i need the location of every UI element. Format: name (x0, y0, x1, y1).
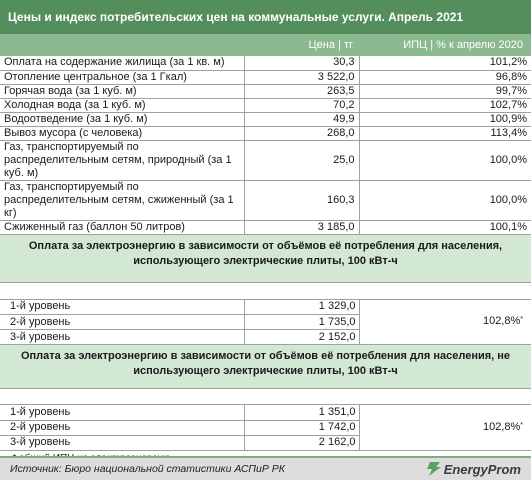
row-name: Газ, транспортируемый по распределительн… (0, 140, 245, 181)
level-index: 102,8%* (359, 405, 531, 451)
level-name: 2-й уровень (0, 314, 245, 330)
table-row: Газ, транспортируемый по распределительн… (0, 140, 531, 181)
row-name: Горячая вода (за 1 куб. м) (0, 84, 245, 99)
row-name: Отопление центральное (за 1 Гкал) (0, 70, 245, 85)
table-row: Оплата на содержание жилища (за 1 кв. м)… (0, 56, 531, 71)
page-title: Цены и индекс потребительских цен на ком… (0, 0, 531, 34)
row-name: Сжиженный газ (баллон 50 литров) (0, 220, 245, 235)
table-row: 2-й уровень 1 735,0 (0, 314, 531, 330)
logo-text: EnergyProm (443, 461, 521, 477)
level-price: 2 152,0 (244, 329, 360, 345)
row-price: 263,5 (244, 84, 360, 99)
row-index: 113,4% (359, 126, 531, 141)
row-index: 100,0% (359, 180, 531, 221)
row-price: 3 185,0 (244, 220, 360, 235)
source-bar: Источник: Бюро национальной статистики А… (0, 456, 531, 480)
table-row: Холодная вода (за 1 куб. м) 70,2 102,7% (0, 98, 531, 113)
level-name: 2-й уровень (0, 420, 245, 436)
level-price: 1 742,0 (244, 420, 360, 436)
no-electric-stove-levels-table: 1-й уровень 1 351,0 102,8%* 2-й уровень … (0, 405, 531, 451)
row-price: 70,2 (244, 98, 360, 113)
header-name-cell (0, 34, 244, 56)
table-row: Сжиженный газ (баллон 50 литров) 3 185,0… (0, 220, 531, 235)
level-index-value: 102,8% (482, 315, 521, 328)
row-index: 96,8% (359, 70, 531, 85)
level-price: 2 162,0 (244, 435, 360, 451)
row-index: 100,0% (359, 140, 531, 181)
level-index-value: 102,8% (482, 420, 521, 433)
table-row: Газ, транспортируемый по распределительн… (0, 180, 531, 221)
level-price: 1 351,0 (244, 405, 360, 421)
row-price: 268,0 (244, 126, 360, 141)
tariff-table: Оплата на содержание жилища (за 1 кв. м)… (0, 56, 531, 235)
row-index: 101,2% (359, 56, 531, 71)
row-name: Водоотведение (за 1 куб. м) (0, 112, 245, 127)
column-header-row: Цена | тг ИПЦ | % к апрелю 2020 (0, 34, 531, 56)
table-row: Отопление центральное (за 1 Гкал) 3 522,… (0, 70, 531, 85)
section-heading-no-electric-stoves: Оплата за электроэнергию в зависимости о… (0, 345, 531, 389)
footnote-mark: * (520, 421, 523, 429)
row-price: 25,0 (244, 140, 360, 181)
level-name: 3-й уровень (0, 435, 245, 451)
table-row: 1-й уровень 1 351,0 102,8%* (0, 405, 531, 451)
row-price: 160,3 (244, 180, 360, 221)
row-price: 30,3 (244, 56, 360, 71)
table-row: Вывоз мусора (с человека) 268,0 113,4% (0, 126, 531, 141)
table-row: 3-й уровень 2 152,0 (0, 329, 531, 345)
row-name: Вывоз мусора (с человека) (0, 126, 245, 141)
level-index: 102,8%* (359, 299, 531, 345)
lightning-logo-icon (426, 462, 441, 476)
row-index: 100,1% (359, 220, 531, 235)
section-spacer (0, 283, 531, 300)
section-spacer (0, 389, 531, 405)
row-price: 49,9 (244, 112, 360, 127)
row-price: 3 522,0 (244, 70, 360, 85)
level-name: 3-й уровень (0, 329, 245, 345)
level-price: 1 735,0 (244, 314, 360, 330)
row-name: Оплата на содержание жилища (за 1 кв. м) (0, 56, 245, 71)
table-row: 3-й уровень 2 162,0 (0, 435, 531, 451)
footnote-mark: * (520, 316, 523, 324)
section-heading-electric-stoves: Оплата за электроэнергию в зависимости о… (0, 234, 531, 283)
header-index: ИПЦ | % к апрелю 2020 (403, 39, 523, 51)
header-price: Цена | тг (308, 39, 353, 51)
row-index: 99,7% (359, 84, 531, 99)
level-price: 1 329,0 (244, 299, 360, 315)
electric-stove-levels-table: 1-й уровень 1 329,0 102,8%* 2-й уровень … (0, 299, 531, 345)
source-text: Источник: Бюро национальной статистики А… (10, 463, 285, 475)
row-name: Холодная вода (за 1 куб. м) (0, 98, 245, 113)
level-name: 1-й уровень (0, 405, 245, 421)
row-index: 102,7% (359, 98, 531, 113)
row-index: 100,9% (359, 112, 531, 127)
energyprom-logo: EnergyProm (424, 462, 521, 477)
table-row: 2-й уровень 1 742,0 (0, 420, 531, 436)
level-name: 1-й уровень (0, 299, 245, 315)
table-row: Горячая вода (за 1 куб. м) 263,5 99,7% (0, 84, 531, 99)
table-row: Водоотведение (за 1 куб. м) 49,9 100,9% (0, 112, 531, 127)
row-name: Газ, транспортируемый по распределительн… (0, 180, 245, 221)
table-row: 1-й уровень 1 329,0 102,8%* (0, 299, 531, 345)
